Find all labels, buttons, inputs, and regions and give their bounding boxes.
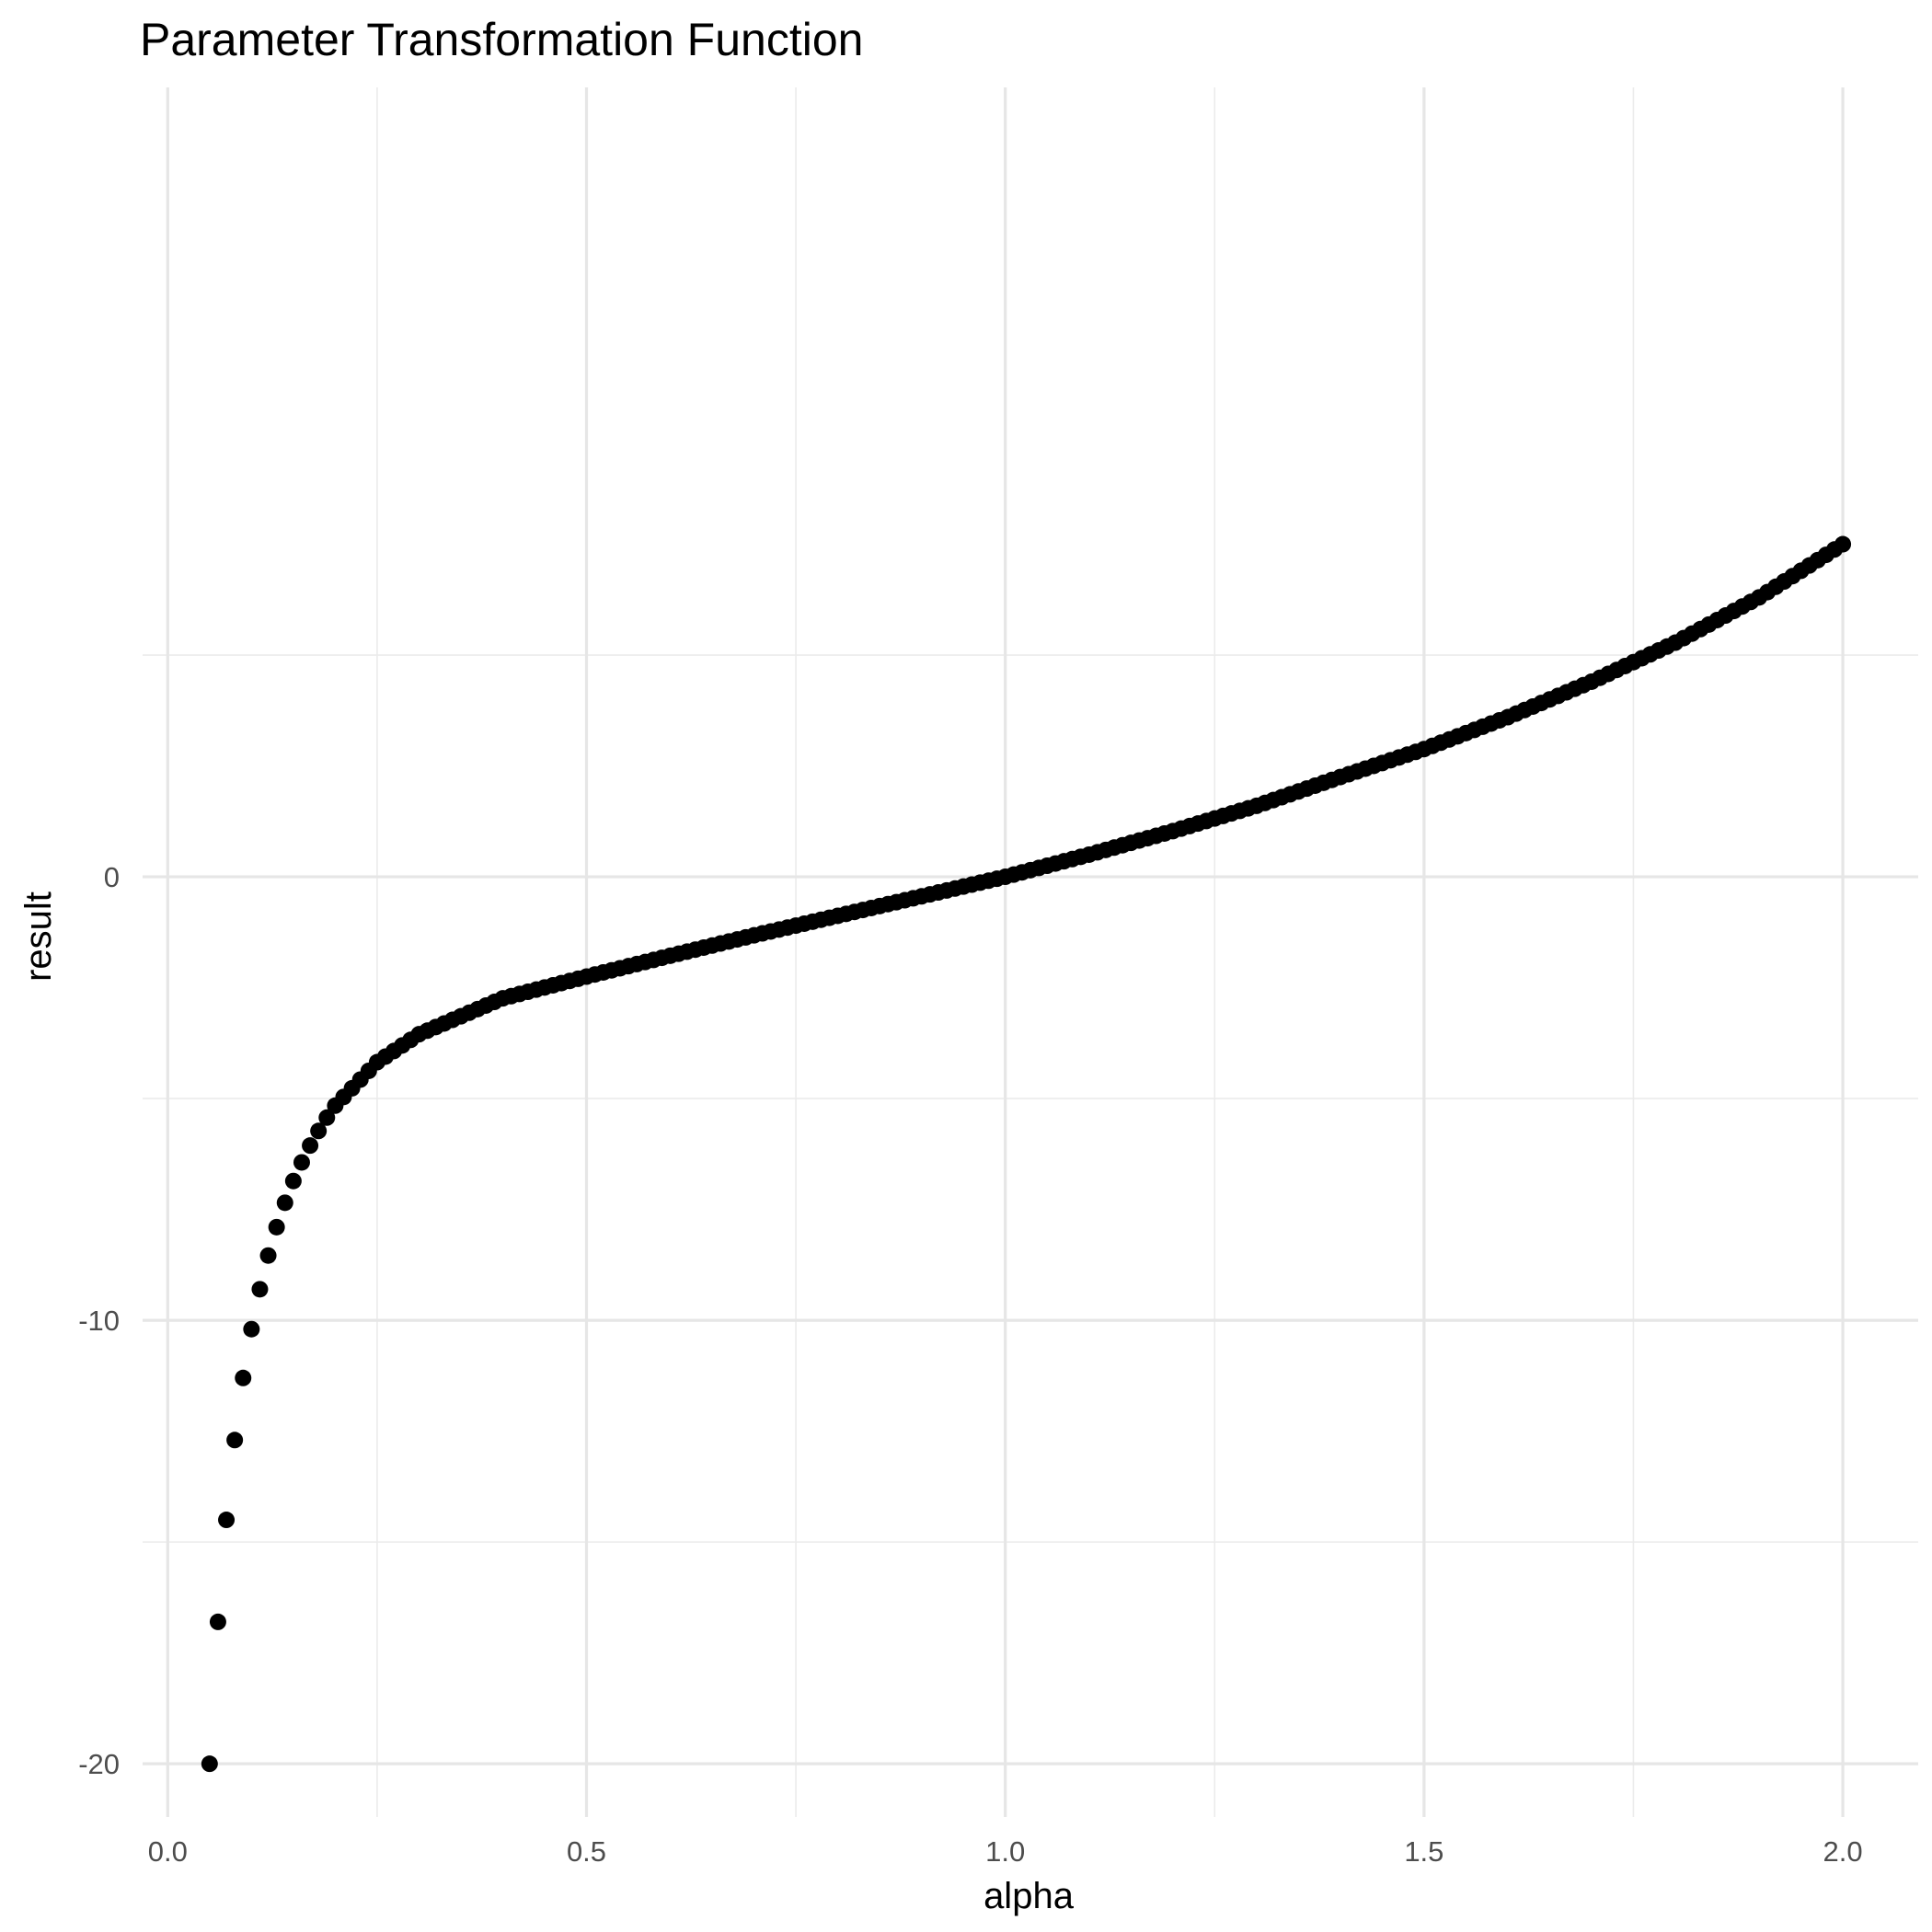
- data-point: [226, 1432, 244, 1449]
- y-axis-title: result: [18, 891, 59, 982]
- data-point: [201, 1755, 218, 1773]
- data-point: [293, 1154, 310, 1171]
- x-tick-label: 1.5: [1404, 1835, 1443, 1868]
- major-gridlines: [143, 87, 1918, 1817]
- data-point: [251, 1281, 269, 1298]
- data-point: [235, 1369, 252, 1386]
- data-point: [302, 1137, 319, 1155]
- x-tick-label: 0.5: [567, 1835, 606, 1868]
- x-tick-label: 2.0: [1823, 1835, 1863, 1868]
- x-tick-label: 0.0: [148, 1835, 188, 1868]
- data-point: [209, 1613, 226, 1630]
- data-point: [318, 1109, 336, 1126]
- x-tick-label: 1.0: [985, 1835, 1025, 1868]
- data-point: [310, 1122, 328, 1140]
- x-axis-title: alpha: [983, 1876, 1075, 1916]
- data-point: [1834, 535, 1852, 553]
- data-point: [276, 1194, 293, 1212]
- data-point: [284, 1172, 302, 1190]
- tick-labels: 0.0 0.5 1.0 1.5 2.0 -20 -10 0: [78, 861, 1862, 1868]
- y-tick-label: 0: [104, 861, 120, 893]
- data-point: [243, 1320, 260, 1338]
- chart-title: Parameter Transformation Function: [140, 14, 863, 65]
- data-point: [259, 1247, 277, 1264]
- y-tick-label: -10: [78, 1305, 120, 1337]
- y-tick-label: -20: [78, 1748, 120, 1780]
- data-point: [218, 1512, 236, 1529]
- minor-gridlines: [143, 87, 1918, 1817]
- data-points: [201, 535, 1852, 1773]
- data-point: [268, 1218, 285, 1236]
